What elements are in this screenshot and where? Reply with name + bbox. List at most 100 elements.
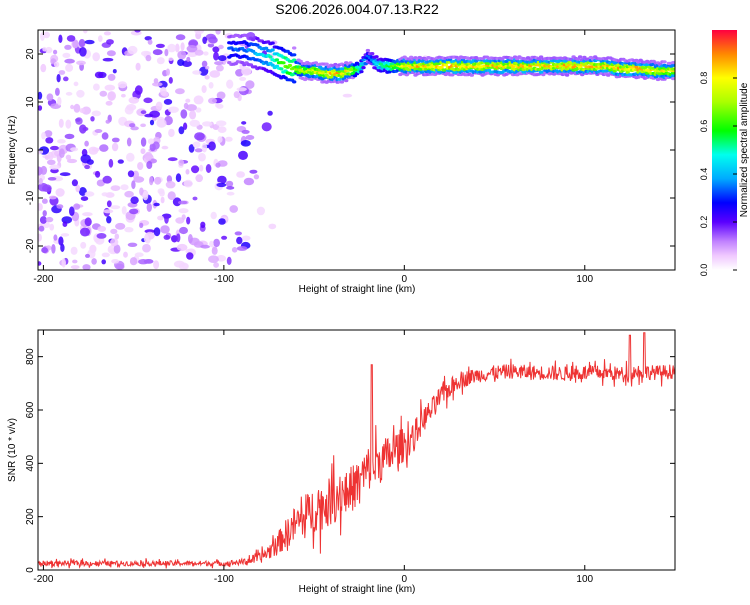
heatmap-cell bbox=[203, 51, 209, 56]
heatmap-cell bbox=[106, 39, 114, 45]
heatmap-cell bbox=[130, 126, 139, 131]
heatmap-cell bbox=[134, 85, 143, 95]
heatmap-cell bbox=[212, 46, 220, 53]
heatmap-cell bbox=[44, 130, 53, 138]
heatmap-cell bbox=[103, 209, 114, 214]
heatmap-cell bbox=[101, 252, 110, 258]
heatmap-cell bbox=[167, 191, 176, 201]
heatmap-cell bbox=[129, 257, 138, 266]
heatmap-cell bbox=[181, 214, 186, 221]
heatmap-cell bbox=[105, 119, 111, 124]
heatmap-cell bbox=[84, 39, 95, 45]
heatmap-cell bbox=[49, 223, 55, 231]
heatmap-cell bbox=[208, 82, 214, 89]
heatmap-cell bbox=[75, 184, 81, 193]
heatmap-cell bbox=[229, 205, 238, 213]
heatmap-ridge-cell bbox=[370, 52, 375, 56]
heatmap-cell bbox=[72, 39, 79, 49]
heatmap-cell bbox=[73, 103, 81, 113]
heatmap-cell bbox=[55, 87, 60, 96]
heatmap-cell bbox=[84, 164, 90, 170]
heatmap-cell bbox=[201, 142, 208, 153]
heatmap-ridge-cell bbox=[671, 61, 675, 65]
heatmap-cell bbox=[153, 227, 161, 237]
heatmap-cell bbox=[208, 36, 218, 44]
heatmap-cell bbox=[194, 132, 205, 141]
heatmap-cell bbox=[94, 129, 103, 133]
heatmap-cell bbox=[42, 210, 47, 217]
heatmap-cells bbox=[38, 30, 675, 270]
colorbar-tick-label: 0.6 bbox=[699, 120, 709, 133]
heatmap-cell bbox=[177, 200, 188, 205]
heatmap-cell bbox=[157, 215, 164, 221]
heatmap-ridge-cell bbox=[270, 41, 275, 45]
heatmap-cell bbox=[90, 116, 95, 122]
heatmap-cell bbox=[135, 62, 141, 71]
heatmap-cell bbox=[38, 178, 43, 185]
heatmap-cell bbox=[106, 200, 112, 208]
heatmap-ridge-cell bbox=[671, 73, 675, 78]
heatmap-cell bbox=[66, 158, 78, 164]
heatmap-cell bbox=[160, 196, 165, 204]
heatmap-cell bbox=[181, 60, 192, 67]
snr-frame bbox=[37, 329, 676, 571]
heatmap-cell bbox=[180, 109, 188, 119]
y-tick-label: -10 bbox=[25, 190, 36, 205]
x-tick-label: -100 bbox=[214, 574, 234, 585]
snr-y-axis-label: SNR (10 * v/v) bbox=[7, 418, 18, 482]
colorbar-gradient bbox=[712, 30, 737, 270]
heatmap-ridge-cell bbox=[292, 46, 297, 50]
heatmap-cell bbox=[193, 95, 204, 105]
heatmap-cell bbox=[163, 234, 171, 240]
heatmap-cell bbox=[215, 30, 221, 35]
heatmap-cell bbox=[51, 244, 56, 254]
heatmap-cell bbox=[342, 93, 353, 98]
colorbar-label: Normalized spectral amplitude bbox=[739, 82, 750, 217]
heatmap-cell bbox=[129, 208, 139, 215]
colorbar-tick-label: 0.0 bbox=[699, 264, 709, 277]
heatmap-cell bbox=[115, 263, 125, 270]
heatmap-cell bbox=[128, 96, 140, 104]
heatmap-cell bbox=[245, 80, 255, 89]
heatmap-cell bbox=[41, 247, 48, 254]
heatmap-cell bbox=[221, 235, 228, 240]
heatmap-cell bbox=[38, 261, 42, 266]
heatmap-cell bbox=[55, 188, 65, 197]
heatmap-ridge-cell bbox=[361, 66, 366, 70]
heatmap-cell bbox=[57, 96, 62, 106]
heatmap-cell bbox=[172, 197, 182, 207]
heatmap-cell bbox=[207, 43, 215, 48]
heatmap-cell bbox=[110, 238, 119, 247]
heatmap-ridge-cell bbox=[671, 67, 675, 71]
heatmap-cell bbox=[218, 55, 227, 62]
heatmap-cell bbox=[93, 83, 100, 91]
heatmap-cell bbox=[165, 68, 170, 76]
heatmap-ridge-cell bbox=[263, 46, 269, 50]
heatmap-cell bbox=[205, 164, 212, 173]
heatmap-cell bbox=[186, 216, 191, 225]
spectrogram-x-axis-label: Height of straight line (km) bbox=[299, 284, 416, 295]
heatmap-cell bbox=[62, 221, 68, 227]
heatmap-cell bbox=[58, 236, 64, 246]
y-tick-label: 600 bbox=[25, 401, 36, 418]
heatmap-cell bbox=[208, 141, 216, 151]
heatmap-cell bbox=[78, 39, 86, 48]
heatmap-cell bbox=[41, 132, 46, 140]
heatmap-cell bbox=[65, 154, 72, 160]
snr-y-ticks: 0 200 400 600 800 bbox=[25, 348, 675, 573]
heatmap-cell bbox=[82, 264, 91, 270]
heatmap-cell bbox=[80, 154, 91, 164]
heatmap-cell bbox=[256, 206, 265, 216]
heatmap-cell bbox=[65, 63, 74, 72]
heatmap-cell bbox=[95, 170, 101, 178]
heatmap-cell bbox=[143, 234, 149, 243]
heatmap-cell bbox=[225, 180, 234, 188]
x-tick-label: 100 bbox=[576, 574, 593, 585]
heatmap-cell bbox=[166, 175, 173, 183]
heatmap-cell bbox=[226, 79, 234, 89]
heatmap-cell bbox=[249, 169, 258, 174]
heatmap-cell bbox=[42, 198, 48, 204]
heatmap-cell bbox=[226, 191, 235, 196]
heatmap-cell bbox=[231, 247, 238, 253]
